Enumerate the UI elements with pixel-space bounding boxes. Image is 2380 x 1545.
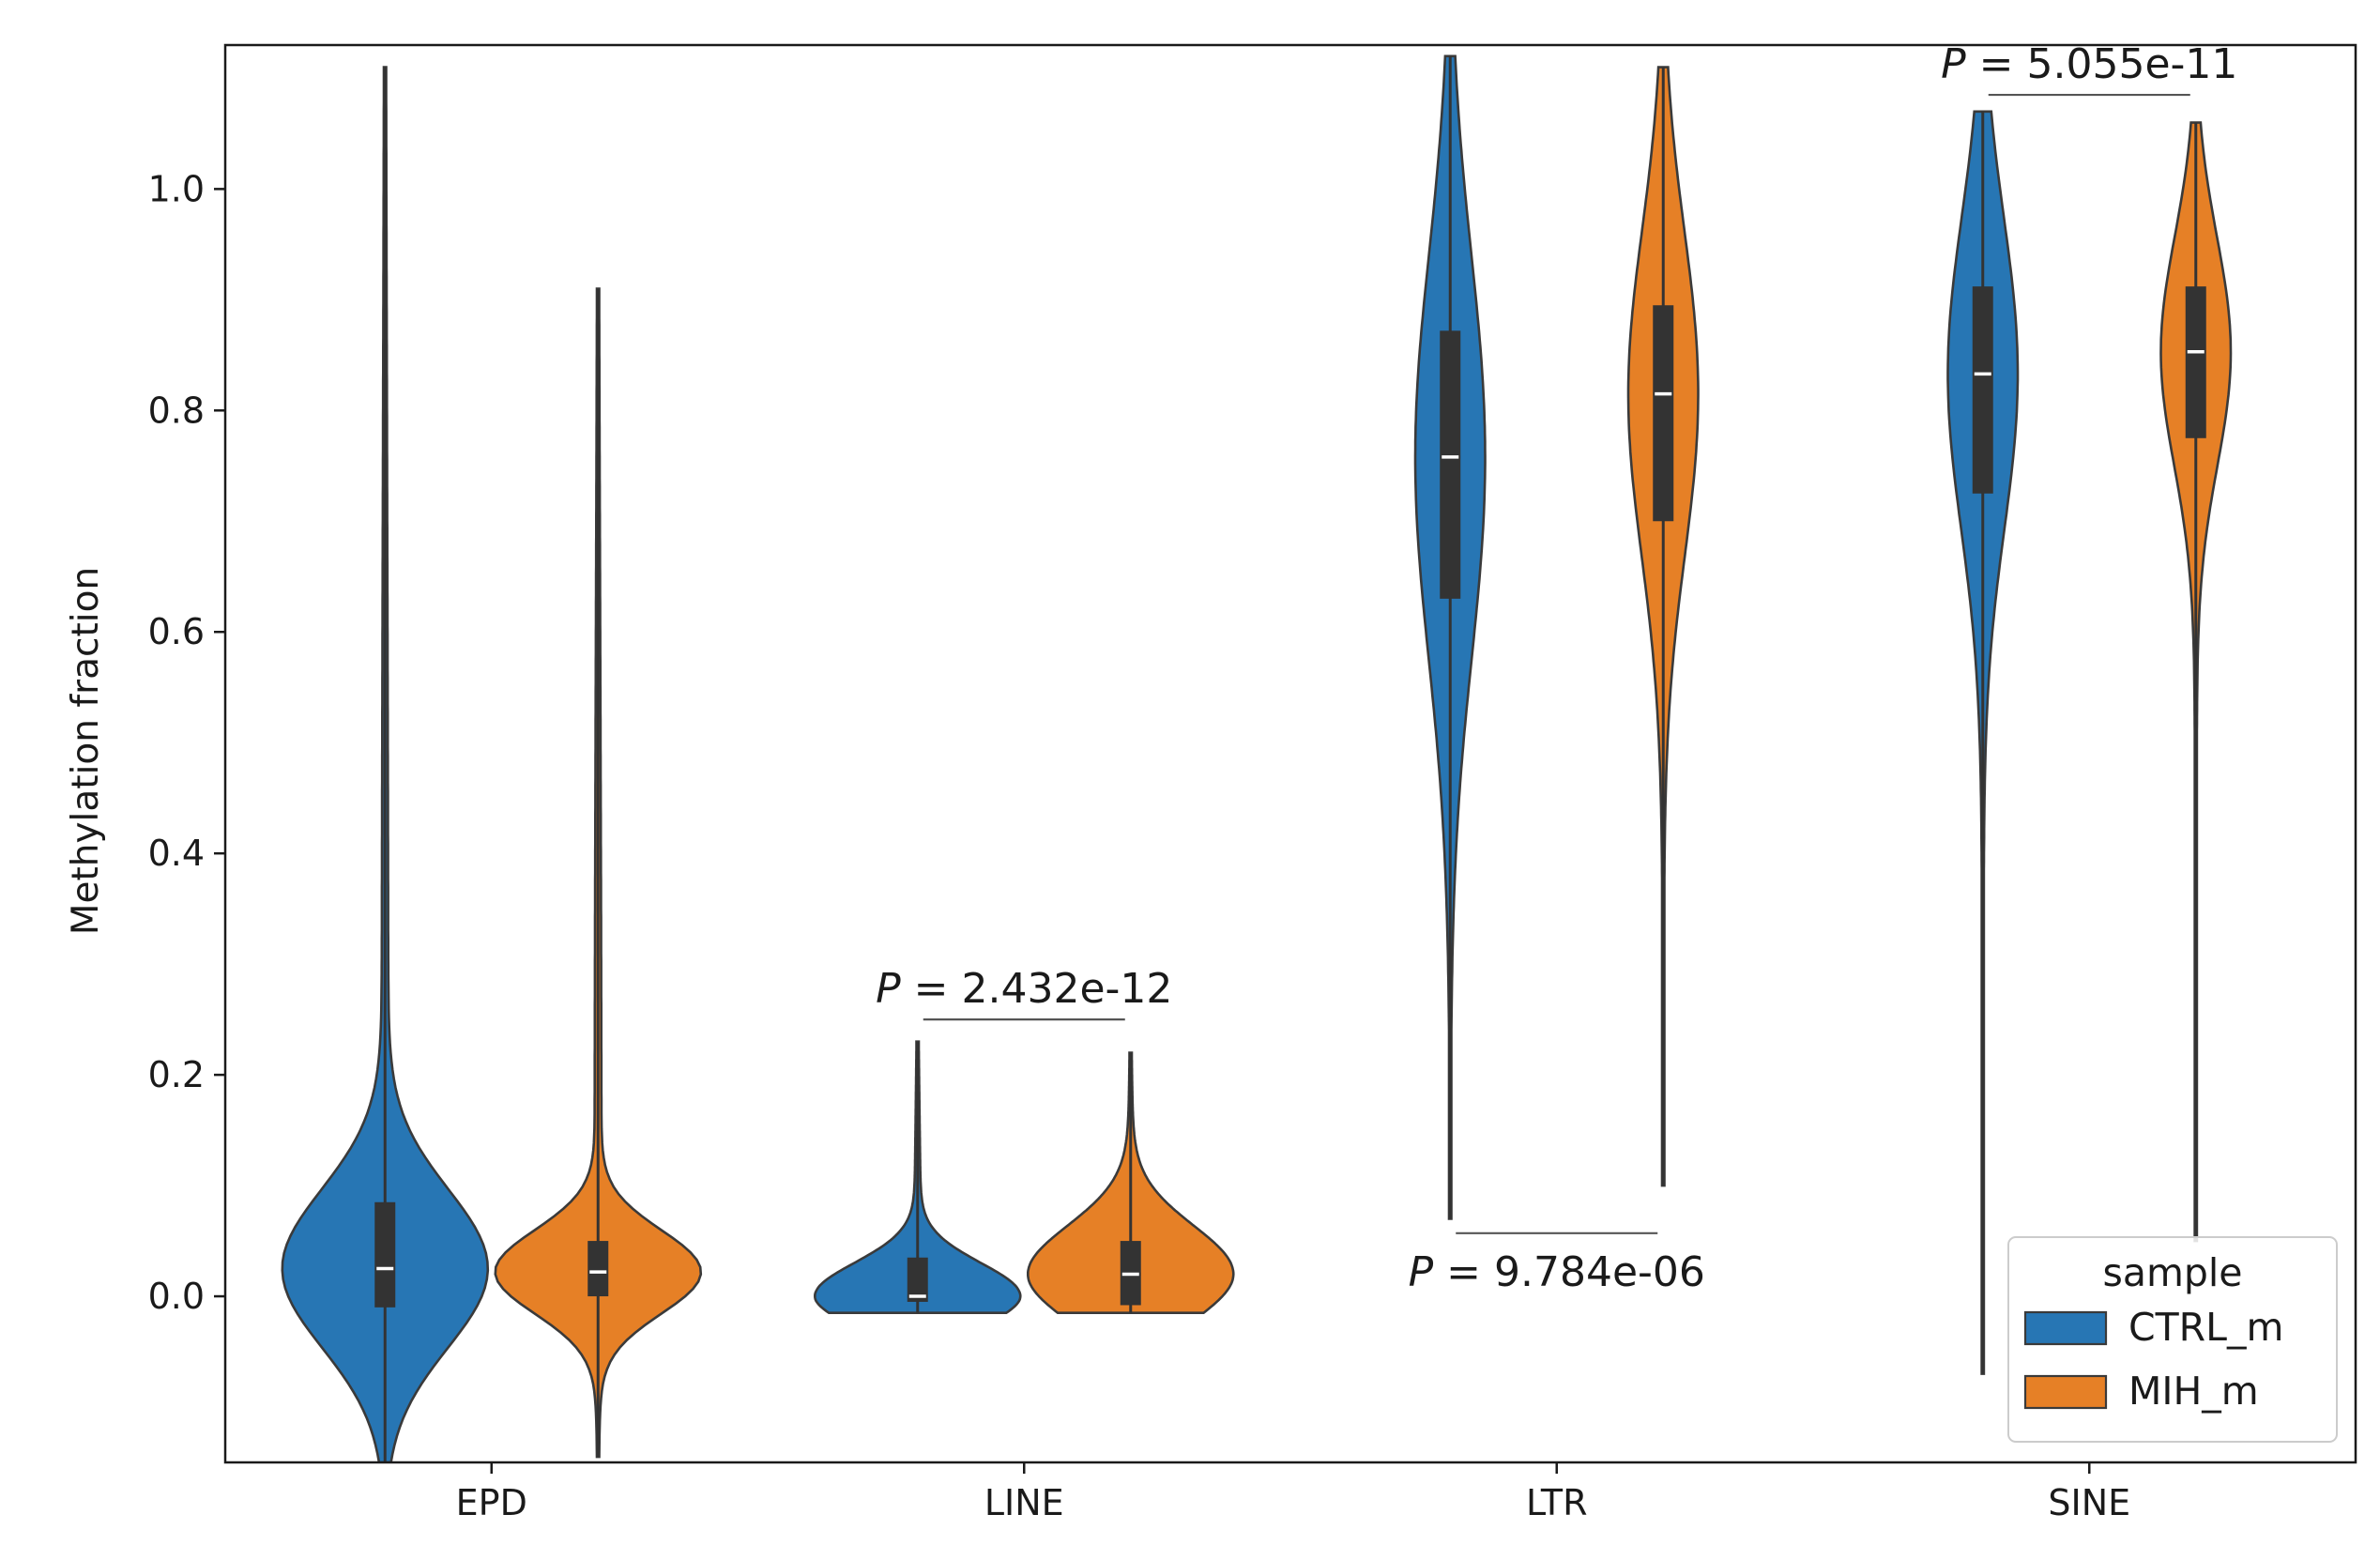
x-tick-label-epd: EPD [456, 1482, 527, 1523]
violin-iqr-box [374, 1201, 396, 1308]
y-tick-label: 1.0 [148, 168, 205, 209]
violin-iqr-box [2185, 286, 2206, 438]
p-value-label-sine: P = 5.055e-11 [1941, 40, 2237, 88]
p-value-label-line: P = 2.432e-12 [876, 965, 1172, 1013]
y-tick-label: 0.6 [148, 611, 205, 652]
y-tick-label: 0.2 [148, 1054, 205, 1095]
legend-swatch-mih-m [2023, 1374, 2108, 1410]
x-tick-label-sine: SINE [2048, 1482, 2130, 1523]
y-tick-label: 0.4 [148, 833, 205, 874]
violin-iqr-box [907, 1257, 928, 1302]
violins-layer [281, 54, 2233, 1462]
plot-area-frame [223, 43, 2357, 1464]
legend-title: sample [2102, 1250, 2242, 1295]
x-tick-label-ltr: LTR [1526, 1482, 1588, 1523]
legend-label-ctrl-m: CTRL_m [2128, 1305, 2283, 1350]
violin-iqr-box [587, 1241, 609, 1297]
legend-swatch-ctrl-m [2023, 1310, 2108, 1346]
violin-iqr-box [1653, 305, 1674, 522]
p-value-label-ltr: P = 9.784e-06 [1409, 1248, 1705, 1296]
x-tick-label-line: LINE [984, 1482, 1064, 1523]
annotations-layer: P = 2.432e-12 P = 9.784e-06 P = 5.055e-11 [876, 40, 2237, 1296]
violin-iqr-box [1440, 330, 1461, 599]
legend: sample CTRL_m MIH_m [2007, 1236, 2338, 1443]
violin-iqr-box [1972, 286, 1993, 494]
legend-label-mih-m: MIH_m [2128, 1369, 2259, 1414]
axes-layer: 0.0 0.2 0.4 0.6 0.8 1.0 EPD LINE LTR SINE [148, 168, 2131, 1523]
y-axis-title: Methylation fraction [65, 567, 107, 935]
y-tick-label: 0.0 [148, 1276, 205, 1317]
y-tick-label: 0.8 [148, 390, 205, 431]
